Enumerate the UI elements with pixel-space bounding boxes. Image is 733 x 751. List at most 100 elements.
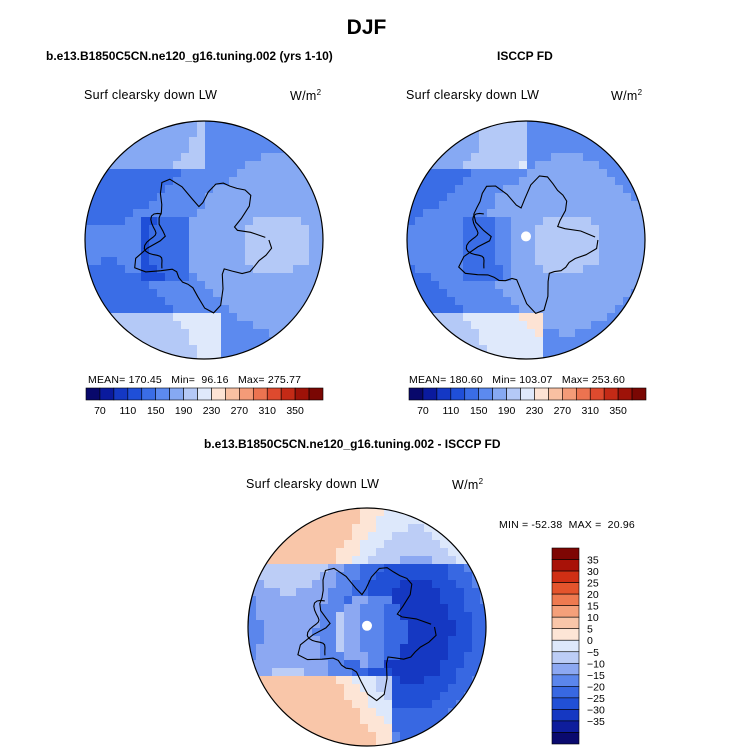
panel3-colorbar-box [551, 582, 580, 595]
panel2-colorbar-label: 110 [442, 405, 459, 417]
panel3-colorbar-label: 20 [587, 589, 599, 601]
panel3-colorbar-box [551, 616, 580, 630]
panel3-colorbar-box [551, 639, 580, 653]
panel2-title: ISCCP FD [497, 49, 553, 63]
panel3-colorbar-label: 30 [587, 566, 599, 578]
panel2-colorbar-box [589, 387, 605, 401]
panel1-colorbar-box [155, 387, 170, 401]
panel2-colorbar-box [478, 387, 493, 401]
panel2-colorbar-box [422, 387, 438, 401]
map-1-coastlines [134, 178, 273, 314]
panel3-colorbar-label: 15 [587, 601, 599, 613]
panel3-colorbar-box [551, 709, 580, 722]
panel1-colorbar-label: 70 [94, 405, 106, 417]
panel1-colorbar-label: 310 [258, 405, 276, 417]
map-2-coastlines [458, 175, 599, 315]
panel2-colorbar-label: 150 [470, 405, 488, 417]
panel1-colorbar-label: 270 [231, 405, 249, 417]
panel1-colorbar-box [85, 387, 101, 401]
panel1-colorbar-box [211, 387, 226, 401]
panel3-colorbar-label: −25 [587, 693, 605, 705]
panel2-colorbar-box [520, 387, 535, 401]
panel2-subtitle: Surf clearsky down LW [406, 88, 540, 102]
panel3-title: b.e13.B1850C5CN.ne120_g16.tuning.002 - I… [204, 437, 501, 451]
panel3-units: W/m2 [452, 477, 484, 493]
panel1-colorbar-box [141, 387, 157, 401]
panel2-colorbar-label: 230 [526, 405, 544, 417]
map-1-field [85, 121, 323, 359]
panel1-colorbar-box [127, 387, 143, 401]
panel3-colorbar-box [551, 559, 580, 572]
panel3-colorbar-box [551, 605, 580, 618]
panel1-colorbar-label: 230 [203, 405, 221, 417]
map-3-coastlines [297, 567, 437, 702]
panel1-colorbar-box [113, 387, 129, 401]
panel2-colorbar-box [492, 387, 507, 401]
panel3-colorbar-box [551, 593, 580, 606]
map-3-border [247, 507, 487, 747]
panel1-colorbar-box [183, 387, 198, 401]
panel3-colorbar-label: −20 [587, 681, 605, 693]
panel3-stats: MIN = -52.38 MAX = 20.96 [499, 519, 635, 531]
panel3-colorbar-label: −30 [587, 704, 605, 716]
panel3-colorbar-label: −5 [587, 647, 599, 659]
panel1-title: b.e13.B1850C5CN.ne120_g16.tuning.002 (yr… [46, 49, 333, 63]
panel3-colorbar-box [551, 674, 580, 687]
panel1-colorbar-box [308, 387, 324, 401]
panel2-colorbar-box [575, 387, 591, 401]
panel2-colorbar-box [436, 387, 452, 401]
panel1-colorbar-label: 110 [119, 405, 136, 417]
panel1-colorbar-label: 350 [286, 405, 304, 417]
panel1-colorbar-box [239, 387, 254, 401]
map-2-border [406, 120, 646, 360]
panel2-colorbar-label: 270 [554, 405, 572, 417]
panel1-stats: MEAN= 170.45 Min= 96.16 Max= 275.77 [88, 374, 302, 386]
panel3-colorbar-box [551, 651, 580, 664]
panel1-units: W/m2 [290, 88, 322, 104]
panel3-colorbar-label: 25 [587, 578, 599, 590]
panel3-colorbar-label: −35 [587, 716, 605, 728]
panel2-colorbar-box [548, 387, 563, 401]
panel2-colorbar-box [506, 387, 521, 401]
panel2-colorbar-box [534, 387, 549, 401]
panel2-colorbar-label: 190 [498, 405, 516, 417]
panel1-colorbar-box [266, 387, 282, 401]
panel3-colorbar-box [551, 662, 580, 676]
panel3-colorbar-box [551, 732, 580, 745]
panel2-colorbar-box [631, 387, 647, 401]
panel1-colorbar-box [225, 387, 240, 401]
panel2-colorbar-box [562, 387, 577, 401]
panel2-stats: MEAN= 180.60 Min= 103.07 Max= 253.60 [409, 374, 626, 386]
panel3-colorbar-label: −15 [587, 670, 605, 682]
panel2-colorbar-label: 310 [581, 405, 599, 417]
panel1-colorbar-box [197, 387, 212, 401]
panel1-colorbar-box [99, 387, 115, 401]
panel2-colorbar-label: 350 [609, 405, 627, 417]
panel2-units: W/m2 [611, 88, 643, 104]
panel3-colorbar-label: −10 [587, 658, 605, 670]
panel1-colorbar-box [169, 387, 184, 401]
panel1-colorbar-box [280, 387, 296, 401]
panel3-colorbar-label: 35 [587, 555, 599, 567]
panel2-colorbar-label: 70 [417, 405, 429, 417]
panel2-colorbar-box [617, 387, 633, 401]
panel3-colorbar-label: 0 [587, 635, 593, 647]
panel1-colorbar-label: 150 [147, 405, 165, 417]
panel3-colorbar-box [551, 697, 580, 710]
map-2-pole-gap [521, 231, 531, 242]
panel1-colorbar-box [252, 387, 268, 401]
map-3-pole-gap [362, 620, 372, 631]
panel2-colorbar-box [450, 387, 466, 401]
panel3-colorbar-box [551, 686, 580, 699]
panel1-subtitle: Surf clearsky down LW [84, 88, 218, 102]
panel3-colorbar-box [551, 628, 580, 641]
panel3-colorbar-label: 10 [587, 612, 599, 624]
panel2-colorbar-box [408, 387, 424, 401]
season-title: DJF [346, 16, 387, 39]
panel3-colorbar-box [551, 720, 580, 733]
panel2-colorbar-box [464, 387, 480, 401]
panel2-colorbar-box [603, 387, 619, 401]
panel3-colorbar-box [551, 570, 580, 583]
panel3-colorbar-label: 5 [587, 624, 593, 636]
